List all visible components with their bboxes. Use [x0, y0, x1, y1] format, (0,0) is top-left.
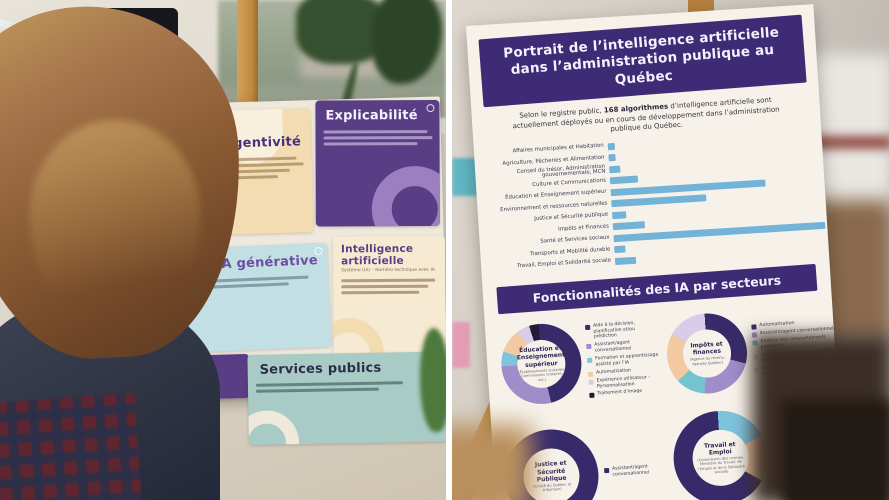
donut-legend: Assistant/agent conversationnel: [604, 461, 669, 481]
legend-label: Aide à la décision, planification et/ou …: [592, 320, 636, 340]
legend-swatch: [586, 344, 592, 350]
bar-chart: Affaires municipales et Habitation Agricu…: [474, 128, 829, 275]
legend-label: Automatisation: [595, 367, 632, 376]
card-subtitle: Système (IA) – Numéro technique avec IA: [341, 267, 435, 274]
card-services-publics: Services publics: [247, 351, 446, 445]
donut-subtitle: (Établissements scolaires, Commissions s…: [518, 367, 566, 382]
bar: [614, 256, 637, 265]
legend-item: Aide à la décision, planification et/ou …: [585, 319, 660, 341]
foreground-dark-blur: [782, 400, 889, 500]
pink-sticky-note: [452, 322, 470, 368]
ring-decor: [247, 410, 300, 445]
card-text-line: [341, 284, 429, 289]
ring-decor: [371, 165, 440, 227]
person-hair-highlight: [30, 120, 200, 350]
legend-swatch: [751, 323, 757, 330]
card-text-line: [256, 387, 379, 393]
bar: [612, 221, 646, 231]
foreground-warm-blur: [452, 425, 532, 500]
legend-swatch: [587, 371, 594, 377]
poster-title: Portrait de l’intelligence artificielle …: [478, 14, 807, 108]
card-logo-icon: [426, 104, 435, 113]
bar: [609, 165, 621, 173]
legend-swatch: [589, 393, 595, 399]
card-text-line: [341, 290, 420, 295]
card-title: Intelligence artificielle: [340, 242, 414, 268]
legend-swatch: [585, 324, 591, 331]
donut-chart: Impôts et finances (Agence du revenu, Re…: [664, 311, 750, 397]
legend-swatch: [587, 357, 593, 363]
card-explicabilite: Explicabilité: [315, 100, 440, 227]
donut-chart: Éducation et Enseignement supérieur (Éta…: [498, 321, 584, 407]
bar: [614, 245, 626, 254]
card-title: Explicabilité: [325, 108, 418, 124]
bar: [609, 175, 639, 185]
donut-hole: Travail et Emploi (Commission des normes…: [690, 428, 751, 488]
card-text-line: [323, 142, 418, 146]
bar: [611, 211, 627, 219]
easel-post: [237, 0, 258, 114]
legend-item: Assistant/agent conversationnel: [604, 464, 669, 479]
card-title: Services publics: [259, 360, 382, 378]
donut-hole: Impôts et finances (Agence du revenu, Re…: [681, 328, 733, 380]
teal-sticky-note: [452, 158, 478, 196]
donut-legend: Aide à la décision, planification et/ou …: [585, 317, 664, 400]
bar: [608, 154, 616, 162]
legend-label: Automatisation: [759, 320, 795, 328]
donut-subtitle: (Commission des normes, Ministère du Tra…: [697, 455, 745, 475]
legend-swatch: [604, 468, 610, 474]
bar: [607, 142, 616, 151]
card-text-line: [341, 278, 436, 283]
legend-swatch: [588, 379, 594, 385]
donut-cell: Éducation et Enseignement supérieur (Éta…: [485, 317, 664, 408]
legend-label: Assistant/agent conversationnel: [611, 464, 650, 478]
donut-title: Éducation et Enseignement supérieur: [516, 344, 566, 369]
right-photo: Portrait de l’intelligence artificielle …: [452, 0, 889, 500]
card-text-line: [255, 381, 403, 387]
floor-plant: [420, 328, 446, 432]
person-plaid-shirt: [0, 392, 142, 500]
card-text-line: [323, 130, 428, 134]
left-photo: Agent conversationnel Agentivité Explica…: [0, 0, 446, 500]
card-text-line: [323, 136, 433, 140]
donut-hole: Éducation et Enseignement supérieur (Éta…: [515, 338, 567, 390]
legend-label: Traitement d’image: [597, 389, 643, 397]
donut-subtitle: (Agence du revenu, Retraite Québec): [689, 355, 726, 367]
section-title: Fonctionnalités des IA par secteurs: [496, 264, 818, 315]
